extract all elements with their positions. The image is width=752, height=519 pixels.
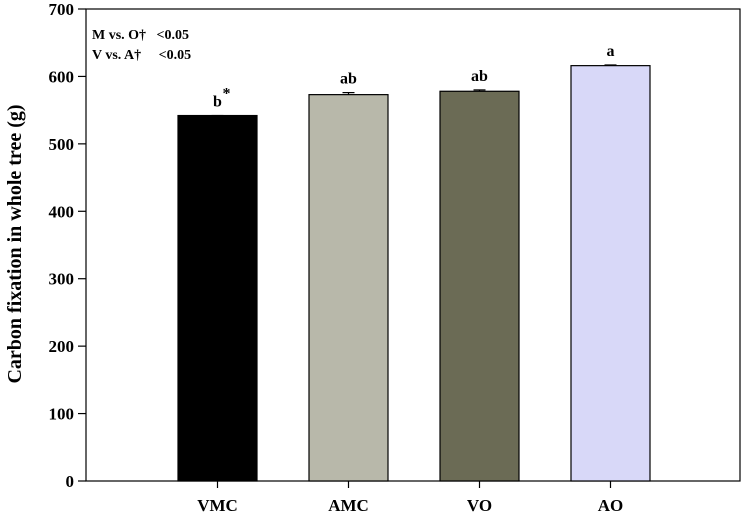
x-tick-label-ao: AO bbox=[598, 496, 624, 515]
x-tick-label-vmc: VMC bbox=[197, 496, 238, 515]
y-tick-label: 700 bbox=[49, 0, 75, 19]
bar-vo bbox=[439, 90, 520, 482]
significance-label-amc: ab bbox=[340, 71, 357, 88]
y-tick-label: 300 bbox=[49, 270, 75, 289]
asterisk-marker: * bbox=[223, 86, 231, 103]
annotations: M vs. O† <0.05 V vs. A† <0.05 bbox=[92, 28, 191, 63]
bar-amc bbox=[308, 94, 389, 482]
plot-area: 0 100 200 300 400 500 600 700 b * VMC ab AMC ab VO a AO bbox=[49, 0, 741, 515]
bar-vmc bbox=[177, 114, 258, 482]
annotation-v-vs-a: V vs. A† <0.05 bbox=[92, 48, 191, 63]
x-tick-label-vo: VO bbox=[467, 496, 492, 515]
y-tick-label: 500 bbox=[49, 135, 75, 154]
significance-label-vmc: b bbox=[213, 94, 222, 111]
x-tick-label-amc: AMC bbox=[328, 496, 369, 515]
plot-frame bbox=[85, 8, 741, 482]
y-tick-label: 0 bbox=[66, 472, 75, 491]
y-tick-label: 400 bbox=[49, 202, 75, 221]
y-tick-label: 100 bbox=[49, 405, 75, 424]
significance-label-vo: ab bbox=[471, 68, 488, 85]
annotation-m-vs-o: M vs. O† <0.05 bbox=[92, 28, 189, 43]
y-axis-label-group: Carbon fixation in whole tree (g) bbox=[4, 104, 26, 383]
significance-label-ao: a bbox=[607, 43, 615, 60]
y-axis-label: Carbon fixation in whole tree (g) bbox=[4, 104, 26, 383]
y-tick-label: 200 bbox=[49, 337, 75, 356]
y-tick-label: 600 bbox=[49, 67, 75, 86]
bar-ao bbox=[570, 65, 651, 482]
